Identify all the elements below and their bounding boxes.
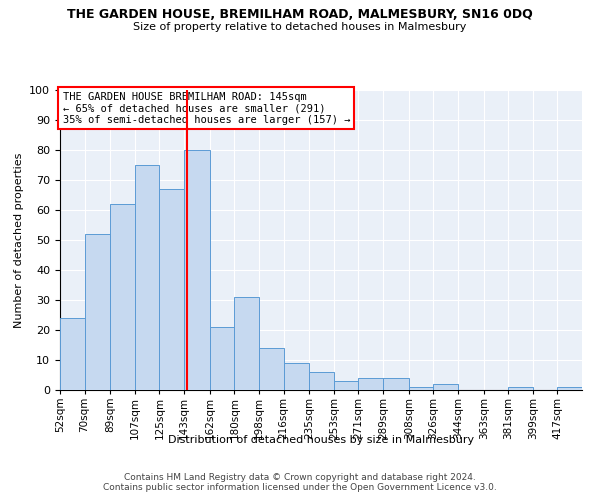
Bar	[409, 387, 433, 390]
Bar	[508, 387, 533, 390]
Bar	[383, 378, 409, 390]
Bar	[160, 189, 184, 390]
Y-axis label: Number of detached properties: Number of detached properties	[14, 152, 24, 328]
Text: Size of property relative to detached houses in Malmesbury: Size of property relative to detached ho…	[133, 22, 467, 32]
Bar	[334, 381, 358, 390]
Bar	[135, 165, 160, 390]
Bar	[358, 378, 383, 390]
Bar	[60, 318, 85, 390]
Bar	[184, 150, 210, 390]
Text: Contains public sector information licensed under the Open Government Licence v3: Contains public sector information licen…	[103, 484, 497, 492]
Bar	[235, 297, 259, 390]
Text: Distribution of detached houses by size in Malmesbury: Distribution of detached houses by size …	[168, 435, 474, 445]
Bar	[210, 327, 235, 390]
Bar	[85, 234, 110, 390]
Bar	[284, 363, 310, 390]
Bar	[557, 387, 582, 390]
Bar	[310, 372, 334, 390]
Bar	[259, 348, 284, 390]
Text: THE GARDEN HOUSE, BREMILHAM ROAD, MALMESBURY, SN16 0DQ: THE GARDEN HOUSE, BREMILHAM ROAD, MALMES…	[67, 8, 533, 20]
Text: THE GARDEN HOUSE BREMILHAM ROAD: 145sqm
← 65% of detached houses are smaller (29: THE GARDEN HOUSE BREMILHAM ROAD: 145sqm …	[62, 92, 350, 124]
Bar	[433, 384, 458, 390]
Bar	[110, 204, 135, 390]
Text: Contains HM Land Registry data © Crown copyright and database right 2024.: Contains HM Land Registry data © Crown c…	[124, 472, 476, 482]
